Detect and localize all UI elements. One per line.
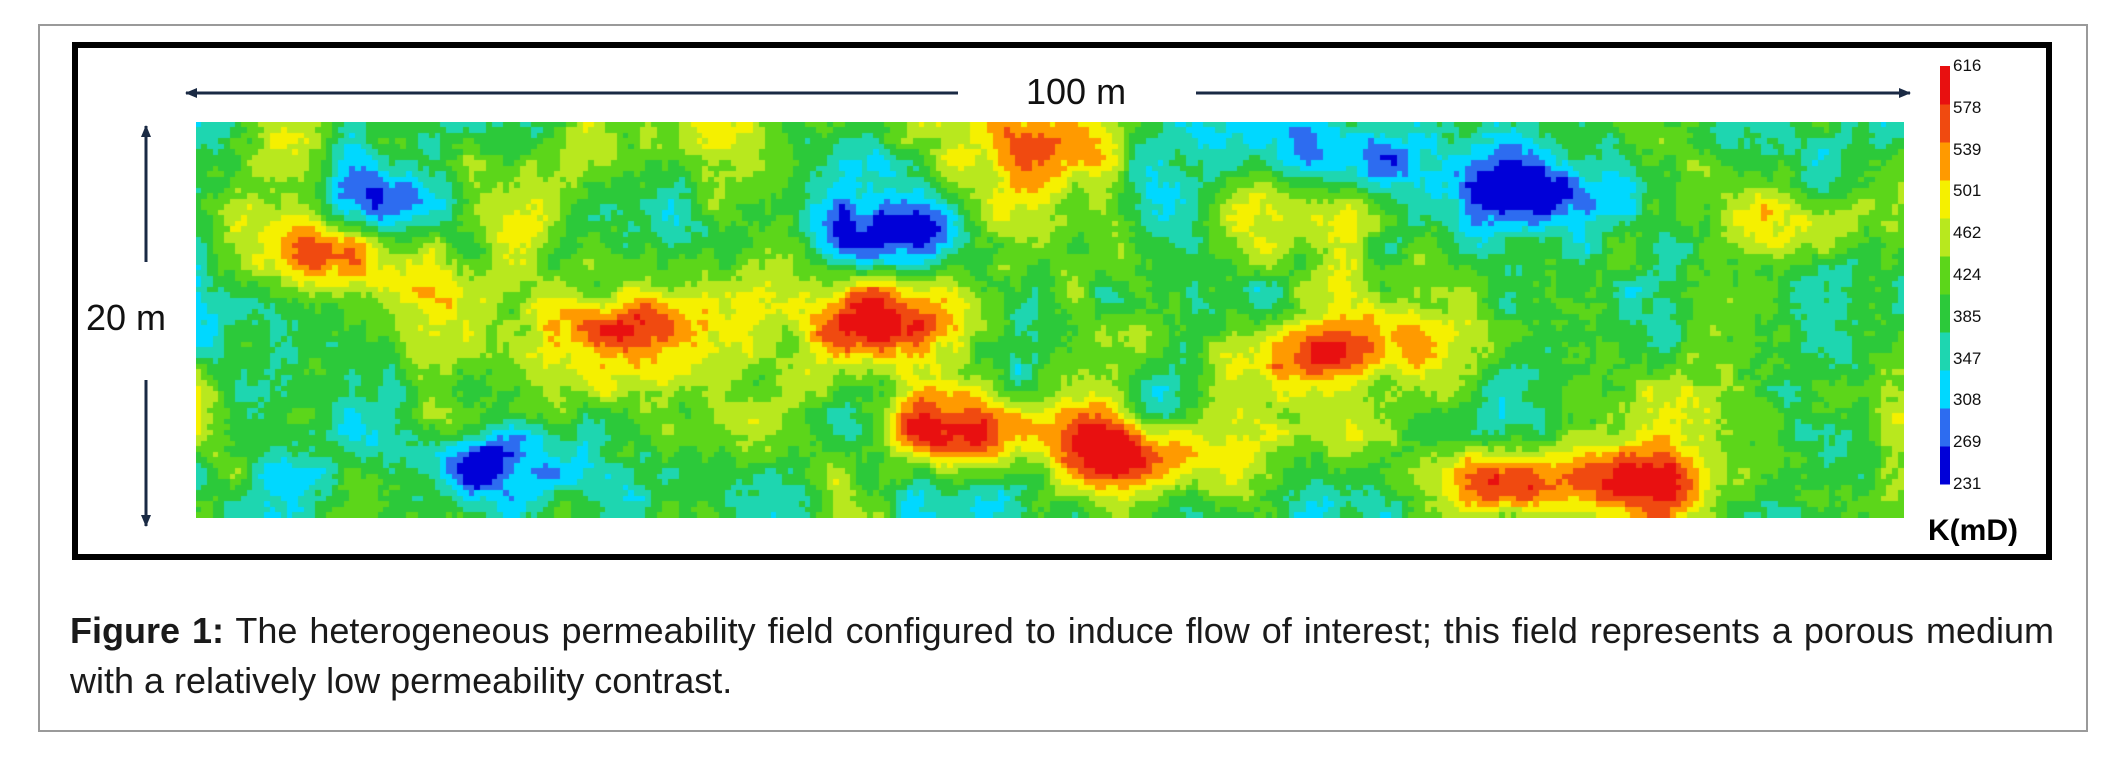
- height-dimension-label: 20 m: [86, 296, 167, 340]
- colorbar-tick-308: 308: [1953, 390, 1982, 410]
- colorbar-segment: [1940, 104, 1950, 143]
- colorbar-tick-385: 385: [1953, 306, 1982, 326]
- colorbar-segment: [1940, 446, 1950, 485]
- colorbar: [1940, 66, 1950, 485]
- colorbar-segment: [1940, 332, 1950, 371]
- colorbar-tick-347: 347: [1953, 348, 1982, 368]
- colorbar-tick-501: 501: [1953, 181, 1982, 201]
- colorbar-segment: [1940, 370, 1950, 409]
- colorbar-segment: [1940, 66, 1950, 105]
- figure-caption: Figure 1: The heterogeneous permeability…: [70, 606, 2054, 706]
- colorbar-segment: [1940, 256, 1950, 295]
- colorbar-segment: [1940, 218, 1950, 257]
- colorbar-tick-424: 424: [1953, 265, 1982, 284]
- colorbar-tick-231: 231: [1953, 474, 1982, 493]
- colorbar-tick-269: 269: [1953, 432, 1982, 452]
- colorbar-unit-label: K(mD): [1928, 514, 2018, 547]
- colorbar-segment: [1940, 142, 1950, 181]
- colorbar-segment: [1940, 408, 1950, 447]
- caption-label: Figure 1:: [70, 610, 224, 651]
- colorbar-segment: [1940, 180, 1950, 219]
- colorbar-segment: [1940, 294, 1950, 333]
- colorbar-tick-578: 578: [1953, 97, 1982, 117]
- permeability-field-heatmap: [196, 122, 1904, 518]
- caption-text: The heterogeneous permeability field con…: [70, 610, 2054, 701]
- width-dimension-label: 100 m: [1012, 74, 1141, 110]
- colorbar-tick-539: 539: [1953, 139, 1982, 159]
- colorbar-tick-616: 616: [1953, 56, 1982, 75]
- colorbar-tick-462: 462: [1953, 223, 1982, 243]
